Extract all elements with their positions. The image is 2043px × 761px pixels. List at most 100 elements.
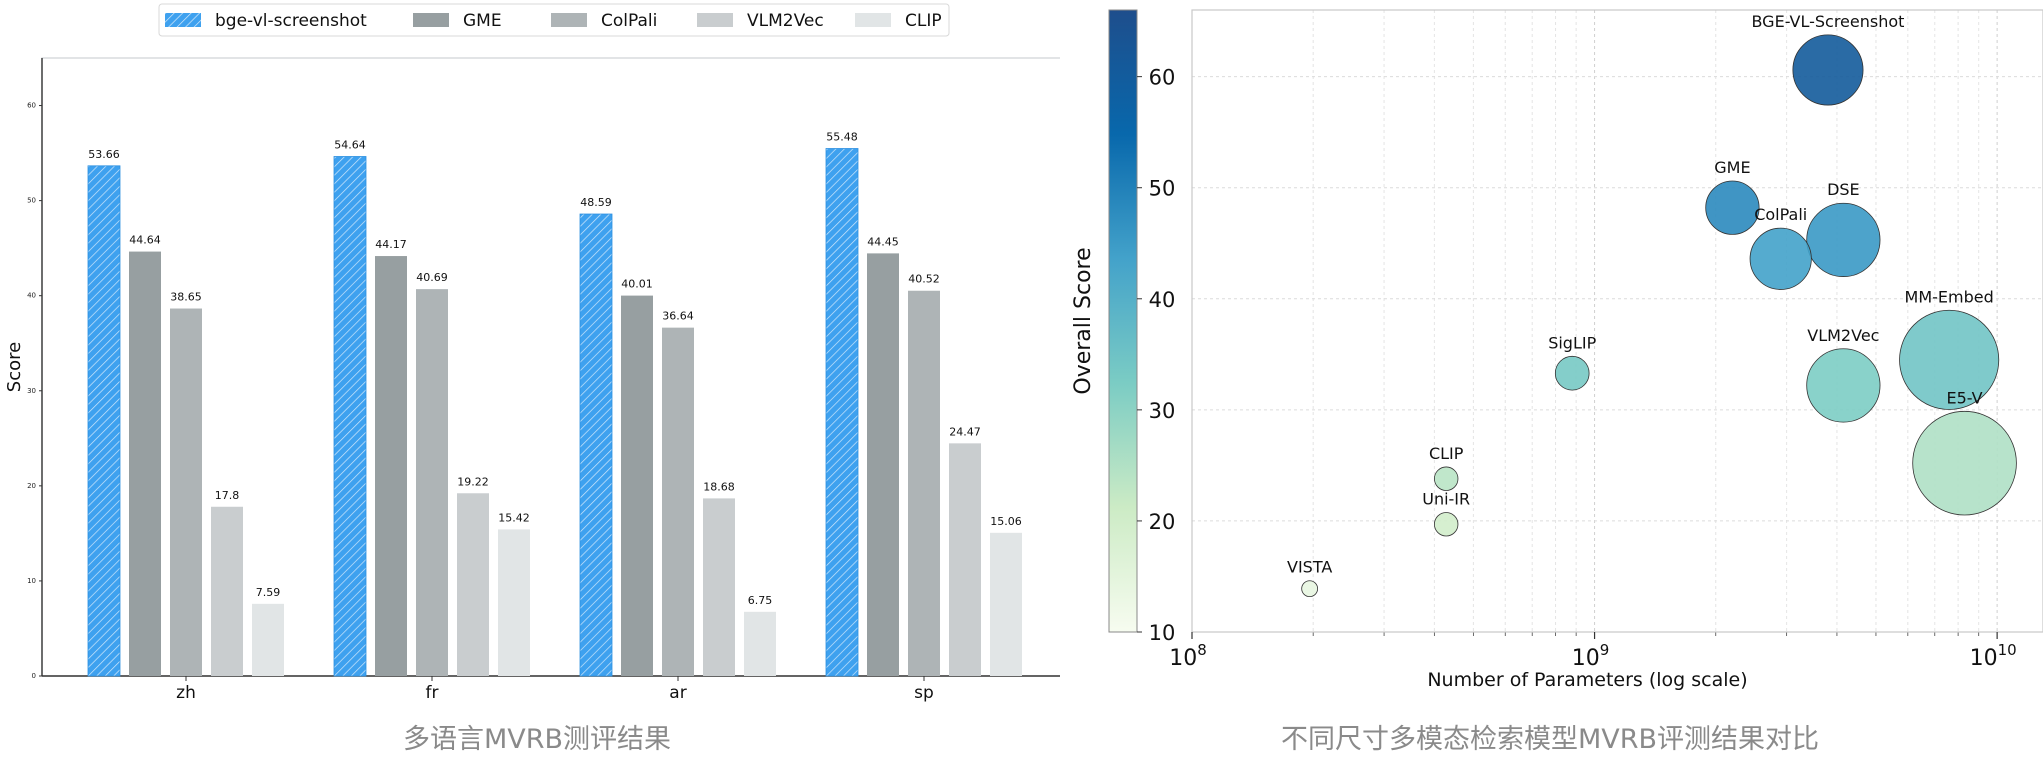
- bar-bge-vl-screenshot-fr: [333, 156, 367, 677]
- x-tick-exponent: 10: [1998, 641, 2017, 659]
- x-tick-base: 10: [1169, 646, 1197, 671]
- bubble-uni-ir: [1434, 512, 1459, 537]
- bar-value-label: 6.75: [748, 594, 773, 607]
- bubble-point-siglip: [1554, 355, 1590, 391]
- chart-title: 多语言MVRB测评结果: [403, 724, 671, 755]
- bubble-label-mm-embed: MM-Embed: [1905, 287, 1994, 306]
- chart-title: 不同尺寸多模态检索模型MVRB评测结果对比: [1281, 724, 1819, 755]
- bar-vlm2vec-zh: [211, 506, 243, 676]
- bar-value-label: 17.8: [215, 489, 240, 502]
- bubble-clip: [1434, 466, 1459, 491]
- bubble-bge-vl-screenshot: [1792, 34, 1864, 106]
- y-tick-label: 60: [27, 102, 36, 110]
- bar-value-label: 24.47: [949, 425, 981, 438]
- bubble-e5-v: [1912, 410, 2017, 516]
- colorbar-tick-label: 20: [1149, 510, 1176, 534]
- y-tick-label: 0: [32, 672, 36, 680]
- bubble-colpali: [1749, 227, 1812, 290]
- bar-value-label: 48.59: [580, 196, 612, 209]
- bar-value-label: 15.42: [498, 511, 530, 524]
- bubble-vlm2vec: [1806, 348, 1881, 423]
- y-tick-label: 20: [27, 482, 36, 490]
- bubble-point-e5-v: [1912, 410, 2017, 516]
- y-tick-label: 40: [27, 292, 36, 300]
- bar-value-label: 55.48: [826, 131, 858, 144]
- bar-gme-fr: [375, 256, 407, 676]
- bar-value-label: 15.06: [990, 515, 1022, 528]
- bubble-gme: [1705, 180, 1760, 235]
- bar-value-label: 53.66: [88, 148, 120, 161]
- legend-label-vlm2vec: VLM2Vec: [747, 11, 824, 31]
- bar-colpali-sp: [908, 290, 940, 676]
- legend-swatch-colpali: [551, 13, 587, 27]
- bar-value-label: 36.64: [662, 310, 694, 323]
- bar-gme-sp: [867, 253, 899, 677]
- legend-label-gme: GME: [463, 11, 502, 31]
- x-axis-title: Number of Parameters (log scale): [1427, 669, 1747, 691]
- colorbar-tick-label: 10: [1149, 621, 1176, 645]
- x-tick-label-ar: ar: [669, 683, 686, 703]
- colorbar-tick-label: 60: [1149, 66, 1176, 90]
- bar-clip-fr: [498, 529, 530, 676]
- bubble-label-vlm2vec: VLM2Vec: [1807, 326, 1879, 345]
- bubble-point-dse: [1806, 202, 1881, 277]
- legend-swatch-vlm2vec: [697, 13, 733, 27]
- bar-clip-ar: [744, 611, 776, 676]
- x-tick-label: 1010: [1970, 641, 2017, 671]
- bar-value-label: 54.64: [334, 138, 366, 151]
- bubble-point-vlm2vec: [1806, 348, 1881, 423]
- bubble-point-vista: [1301, 580, 1319, 598]
- bar-value-label: 44.45: [867, 235, 899, 248]
- bubble-point-mm-embed: [1899, 309, 2000, 410]
- x-tick-exponent: 9: [1600, 641, 1610, 659]
- x-tick-label-sp: sp: [914, 683, 934, 703]
- legend-label-bge-vl-screenshot: bge-vl-screenshot: [215, 11, 367, 31]
- bubble-siglip: [1554, 355, 1590, 391]
- colorbar-title: Overall Score: [1071, 247, 1096, 394]
- bubble-label-colpali: ColPali: [1754, 205, 1807, 224]
- bar-value-label: 40.52: [908, 273, 940, 286]
- bar-value-label: 40.01: [621, 278, 653, 291]
- bar-bge-vl-screenshot-sp: [825, 148, 859, 677]
- bubble-label-uni-ir: Uni-IR: [1422, 489, 1470, 508]
- bubble-mm-embed: [1899, 309, 2000, 410]
- bar-value-label: 7.59: [256, 586, 281, 599]
- bubble-point-clip: [1434, 466, 1459, 491]
- legend-label-clip: CLIP: [905, 11, 942, 31]
- bubble-label-dse: DSE: [1827, 180, 1860, 199]
- x-tick-label-fr: fr: [426, 683, 439, 703]
- legend-swatch-bge-vl-screenshot: [165, 13, 201, 27]
- bar-value-label: 44.17: [375, 238, 407, 251]
- bubble-point-bge-vl-screenshot: [1792, 34, 1864, 106]
- bar-colpali-zh: [170, 308, 202, 676]
- bubble-label-vista: VISTA: [1287, 558, 1332, 577]
- bar-colpali-ar: [662, 327, 694, 676]
- bubble-label-bge-vl-screenshot: BGE-VL-Screenshot: [1751, 12, 1904, 31]
- bar-bge-vl-screenshot-ar: [579, 213, 613, 677]
- bar-gme-ar: [621, 295, 653, 676]
- x-tick-base: 10: [1572, 646, 1600, 671]
- bar-colpali-fr: [416, 289, 448, 676]
- y-tick-label: 50: [27, 197, 36, 205]
- plot-frame: [1191, 9, 2043, 633]
- bar-clip-sp: [990, 532, 1022, 676]
- bar-bge-vl-screenshot-zh: [87, 165, 121, 677]
- bar-value-label: 44.64: [129, 234, 161, 247]
- multilingual-bar-chart: 0 10 20 30 40 50 60 Score 53.66 44.64 38.65 17.8 7.5…: [4, 3, 1060, 755]
- bubble-label-clip: CLIP: [1429, 444, 1464, 463]
- colorbar-tick-label: 50: [1149, 177, 1176, 201]
- bar-value-label: 38.65: [170, 291, 202, 304]
- x-tick-exponent: 8: [1197, 641, 1207, 659]
- bar-vlm2vec-fr: [457, 493, 489, 676]
- y-tick-label: 30: [27, 387, 36, 395]
- bar-vlm2vec-ar: [703, 498, 735, 676]
- bubble-label-siglip: SigLIP: [1548, 333, 1596, 352]
- bar-value-label: 19.22: [457, 475, 489, 488]
- legend-swatch-clip: [855, 13, 891, 27]
- x-tick-label: 109: [1572, 641, 1610, 671]
- x-tick-label-zh: zh: [176, 683, 196, 703]
- bubble-point-gme: [1705, 180, 1760, 235]
- bar-vlm2vec-sp: [949, 443, 981, 676]
- y-tick-label: 10: [27, 577, 36, 585]
